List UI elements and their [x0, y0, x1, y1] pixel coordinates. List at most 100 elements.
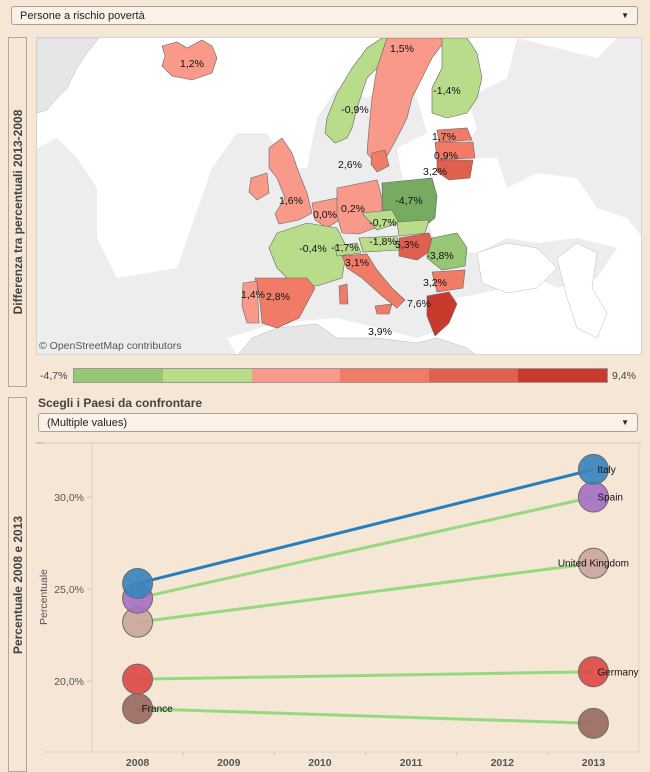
- chart-side-title: Percentuale 2008 e 2013: [8, 397, 27, 772]
- series-line-france[interactable]: [137, 707, 594, 725]
- country-slovakia[interactable]: [396, 219, 430, 237]
- map-label-czechia: -0,7%: [369, 217, 397, 229]
- country-label-france: France: [142, 704, 174, 715]
- map-label-belgium: 0,0%: [313, 209, 337, 221]
- legend-swatch-3: [251, 369, 341, 382]
- africa-land: [238, 323, 475, 354]
- country-filter-value: (Multiple values): [47, 416, 128, 429]
- legend-swatch-6: [518, 369, 607, 382]
- map-label-bulgaria: 3,2%: [423, 277, 447, 289]
- chevron-down-icon: ▼: [621, 418, 629, 427]
- map-label-finland: -1,4%: [433, 85, 461, 97]
- series-line-spain[interactable]: [137, 495, 594, 600]
- series-line-italy[interactable]: [137, 467, 594, 585]
- data-point-italy-2013[interactable]: [577, 453, 609, 485]
- country-portugal[interactable]: [241, 280, 260, 324]
- map-label-france: -0,4%: [299, 243, 327, 255]
- country-sardinia[interactable]: [338, 283, 349, 305]
- legend-swatch-5: [429, 369, 519, 382]
- map-label-spain: 2,8%: [266, 291, 290, 303]
- caspian-sea: [556, 242, 608, 339]
- map-label-hungary: 5,3%: [395, 239, 419, 251]
- country-romania[interactable]: [426, 232, 468, 271]
- chart-svg: Percentuale 20,0% 25,0% 30,0% 2008 2009 2010…: [36, 442, 642, 769]
- indicator-select[interactable]: Persone a rischio povertà ▼: [11, 6, 638, 25]
- y-tick-label: 25,0%: [54, 584, 84, 596]
- chevron-down-icon: ▼: [621, 11, 629, 20]
- data-point-italy-2008[interactable]: [122, 567, 154, 599]
- country-filter-title: Scegli i Paesi da confrontare: [38, 396, 203, 410]
- country-lithuania[interactable]: [436, 159, 474, 181]
- map-label-austria: -1,8%: [369, 236, 397, 248]
- country-hungary[interactable]: [398, 232, 436, 261]
- country-estonia[interactable]: [436, 127, 473, 143]
- map-label-poland: -4,7%: [395, 195, 423, 207]
- y-axis-title: Percentuale: [38, 569, 50, 625]
- legend-swatch-4: [340, 369, 430, 382]
- map-label-germany: 0,2%: [341, 203, 365, 215]
- country-label-germany: Germany: [597, 667, 638, 678]
- country-bulgaria[interactable]: [431, 269, 466, 293]
- map-shapes: [37, 38, 641, 354]
- chart-side-title-text: Percentuale 2008 e 2013: [10, 515, 25, 654]
- map-label-latvia: 0,9%: [434, 150, 458, 162]
- data-point-united-kingdom-2013[interactable]: [577, 547, 609, 579]
- data-point-france-2013[interactable]: [577, 707, 609, 739]
- x-tick-label: 2011: [400, 757, 423, 769]
- country-label-spain: Spain: [597, 493, 623, 504]
- y-tick-label: 20,0%: [54, 676, 84, 688]
- x-tick-label: 2013: [582, 757, 606, 769]
- choropleth-map[interactable]: 1,2% 1,5% -1,4% -0,9% 1,7% 0,9% 3,2% 2,6…: [36, 37, 642, 355]
- country-switzerland[interactable]: [334, 242, 362, 257]
- map-label-denmark: 2,6%: [338, 159, 362, 171]
- legend-min: -4,7%: [40, 370, 68, 382]
- y-tick-label: 30,0%: [54, 492, 84, 504]
- map-label-estonia: 1,7%: [432, 131, 456, 143]
- x-tick-label: 2008: [126, 757, 150, 769]
- country-sweden[interactable]: [366, 38, 448, 164]
- indicator-select-value: Persone a rischio povertà: [20, 9, 145, 22]
- map-label-iceland: 1,2%: [180, 58, 204, 70]
- x-tick-label: 2009: [217, 757, 241, 769]
- map-label-italy: 3,1%: [345, 257, 369, 269]
- sea-area: [37, 38, 641, 354]
- map-label-portugal: 1,4%: [241, 289, 265, 301]
- black-sea: [476, 242, 558, 294]
- country-label-italy: Italy: [597, 465, 615, 476]
- map-label-switzerland: -1,7%: [331, 242, 359, 254]
- greenland-land: [37, 38, 100, 114]
- country-uk[interactable]: [268, 137, 313, 225]
- x-tick-label: 2012: [491, 757, 515, 769]
- country-iceland[interactable]: [161, 39, 218, 81]
- color-legend: [73, 368, 608, 383]
- country-label-united-kingdom: United Kingdom: [558, 559, 629, 570]
- slope-chart: Percentuale 20,0% 25,0% 30,0% 2008 2009 2010…: [36, 440, 642, 772]
- country-benelux[interactable]: [311, 197, 343, 229]
- country-greece[interactable]: [426, 291, 458, 337]
- map-label-greece: 7,6%: [407, 298, 431, 310]
- country-sicily[interactable]: [374, 303, 393, 315]
- map-side-title: Differenza tra percentuali 2013-2008: [8, 37, 27, 387]
- map-label-romania: -3,8%: [426, 250, 454, 262]
- x-tick-label: 2010: [308, 757, 332, 769]
- map-label-sweden: 1,5%: [390, 43, 414, 55]
- legend-swatch-1: [74, 369, 163, 382]
- country-finland[interactable]: [431, 38, 483, 119]
- country-latvia[interactable]: [434, 141, 476, 161]
- data-point-germany-2013[interactable]: [577, 656, 609, 688]
- country-spain[interactable]: [254, 277, 316, 329]
- country-ireland[interactable]: [248, 172, 270, 201]
- series-line-germany[interactable]: [137, 670, 594, 681]
- data-point-germany-2008[interactable]: [122, 663, 154, 695]
- legend-swatch-2: [162, 369, 252, 382]
- country-france[interactable]: [268, 222, 348, 287]
- country-italy[interactable]: [341, 253, 406, 309]
- country-filter-select[interactable]: (Multiple values) ▼: [38, 413, 638, 432]
- country-denmark[interactable]: [370, 149, 390, 173]
- map-label-norway: -0,9%: [341, 104, 369, 116]
- map-side-title-text: Differenza tra percentuali 2013-2008: [10, 109, 25, 315]
- map-attribution: © OpenStreetMap contributors: [39, 340, 182, 352]
- series-line-united-kingdom[interactable]: [137, 561, 594, 624]
- map-label-uk: 1,6%: [279, 195, 303, 207]
- map-label-malta: 3,9%: [368, 326, 392, 338]
